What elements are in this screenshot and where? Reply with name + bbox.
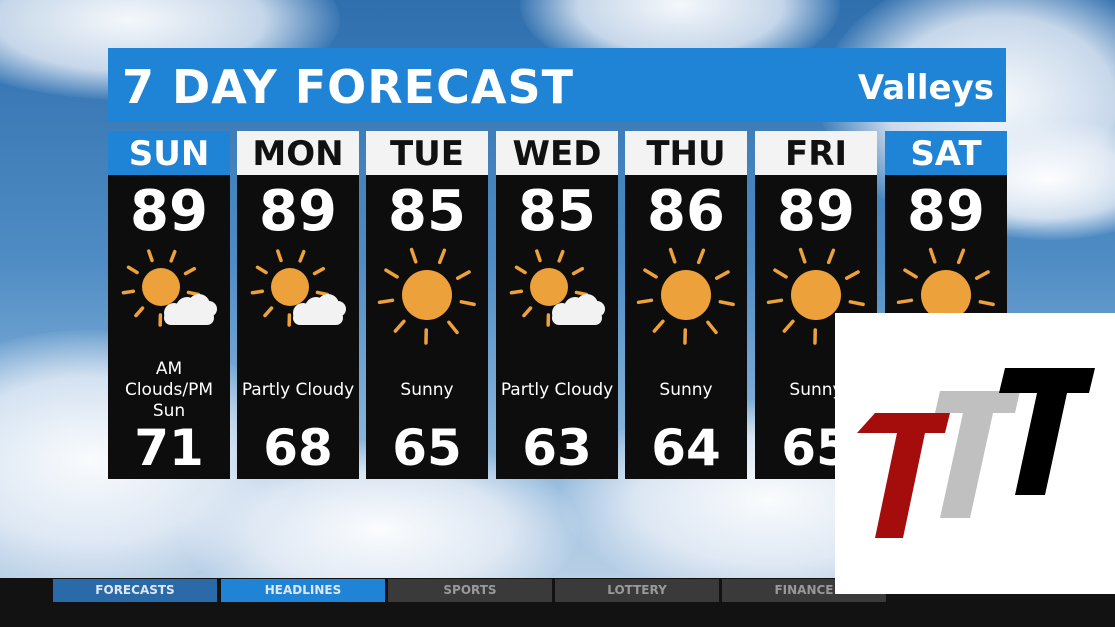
day-column-thu: THU 86 Sunny 64 bbox=[625, 131, 747, 479]
day-column-wed: WED 85 Partly Cloudy 63 bbox=[496, 131, 618, 479]
sun-icon bbox=[377, 245, 477, 345]
day-column-sun: SUN 89 AM Clouds/PM Sun 71 bbox=[108, 131, 230, 479]
high-temp: 86 bbox=[647, 179, 725, 244]
day-label: MON bbox=[237, 131, 359, 175]
high-temp: 89 bbox=[259, 179, 337, 244]
condition-label: Partly Cloudy bbox=[241, 379, 355, 400]
low-temp: 63 bbox=[522, 419, 592, 477]
logo-t-black bbox=[999, 368, 1095, 495]
day-panel: 85 Partly Cloudy 63 bbox=[496, 175, 618, 479]
condition-text: Sunny bbox=[366, 355, 488, 425]
sun-cloud-icon bbox=[119, 245, 219, 345]
ticker-bar: FORECASTS HEADLINES SPORTS LOTTERY FINANCE bbox=[0, 578, 1115, 627]
ticker-tab-headlines[interactable]: HEADLINES bbox=[221, 579, 385, 602]
condition-label: Sunny bbox=[789, 379, 843, 400]
day-label: SUN bbox=[108, 131, 230, 175]
day-panel: 89 AM Clouds/PM Sun 71 bbox=[108, 175, 230, 479]
condition-text: Sunny bbox=[625, 355, 747, 425]
forecast-header: 7 DAY FORECAST Valleys bbox=[108, 48, 1006, 122]
high-temp: 85 bbox=[518, 179, 596, 244]
low-temp: 65 bbox=[392, 419, 462, 477]
day-column-mon: MON 89 Partly Cloudy 68 bbox=[237, 131, 359, 479]
day-column-tue: TUE 85 Sunny 65 bbox=[366, 131, 488, 479]
sun-cloud-icon bbox=[507, 245, 607, 345]
day-label: FRI bbox=[755, 131, 877, 175]
low-temp: 71 bbox=[134, 419, 204, 477]
logo-t-red bbox=[857, 413, 950, 538]
condition-label: AM Clouds/PM Sun bbox=[124, 358, 214, 421]
day-label: TUE bbox=[366, 131, 488, 175]
high-temp: 85 bbox=[388, 179, 466, 244]
day-label: SAT bbox=[885, 131, 1007, 175]
ticker-tab-lottery[interactable]: LOTTERY bbox=[555, 579, 719, 602]
sun-icon bbox=[636, 245, 736, 345]
condition-label: Sunny bbox=[659, 379, 713, 400]
day-label: WED bbox=[496, 131, 618, 175]
day-panel: 89 Partly Cloudy 68 bbox=[237, 175, 359, 479]
low-temp: 64 bbox=[651, 419, 721, 477]
logo-t-gray bbox=[935, 391, 1020, 518]
condition-text: Sunny bbox=[755, 355, 877, 425]
condition-label: Sunny bbox=[400, 379, 454, 400]
day-panel: 86 Sunny 64 bbox=[625, 175, 747, 479]
day-panel: 85 Sunny 65 bbox=[366, 175, 488, 479]
high-temp: 89 bbox=[907, 179, 985, 244]
condition-text: Partly Cloudy bbox=[496, 355, 618, 425]
condition-text: AM Clouds/PM Sun bbox=[108, 355, 230, 425]
region-label: Valleys bbox=[857, 68, 994, 108]
low-temp: 68 bbox=[263, 419, 333, 477]
high-temp: 89 bbox=[130, 179, 208, 244]
high-temp: 89 bbox=[777, 179, 855, 244]
ticker-tab-sports[interactable]: SPORTS bbox=[388, 579, 552, 602]
ticker-tab-forecasts[interactable]: FORECASTS bbox=[53, 579, 217, 602]
ttt-logo bbox=[835, 313, 1115, 594]
condition-label: Partly Cloudy bbox=[500, 379, 614, 400]
condition-text: Partly Cloudy bbox=[237, 355, 359, 425]
sun-cloud-icon bbox=[248, 245, 348, 345]
day-label: THU bbox=[625, 131, 747, 175]
page-title: 7 DAY FORECAST bbox=[122, 60, 574, 114]
